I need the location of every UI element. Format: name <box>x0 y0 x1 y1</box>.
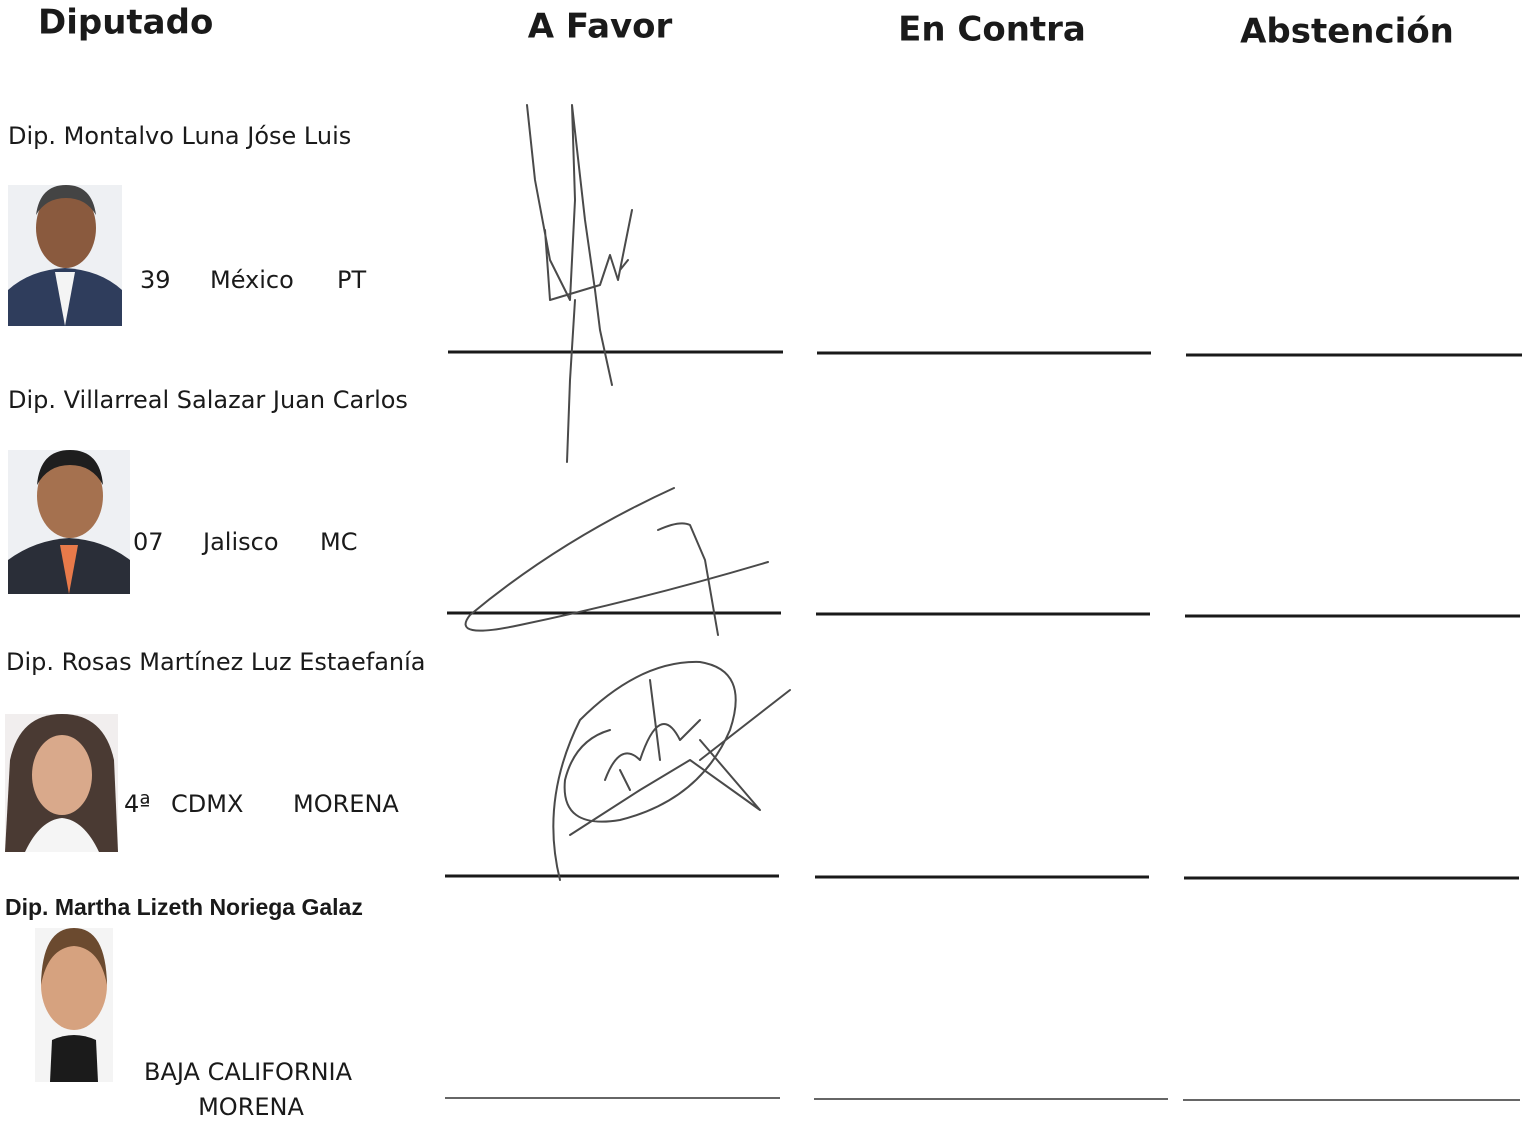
state: BAJA CALIFORNIA <box>144 1058 353 1086</box>
district: 4ª <box>124 790 151 818</box>
state: Jalisco <box>201 528 279 556</box>
column-header: A Favor <box>528 7 673 47</box>
state: CDMX <box>171 790 243 818</box>
state: México <box>210 266 294 294</box>
party: MORENA <box>293 790 399 818</box>
signature <box>464 487 769 636</box>
deputy-name: Dip. Martha Lizeth Noriega Galaz <box>5 894 363 920</box>
district: 07 <box>133 528 164 556</box>
party: MC <box>320 528 357 556</box>
deputy-photo <box>5 714 118 852</box>
party: MORENA <box>198 1093 304 1121</box>
column-header: Abstención <box>1240 12 1454 52</box>
deputy-photo <box>8 185 122 326</box>
column-header: Diputado <box>38 3 213 43</box>
party: PT <box>337 266 366 294</box>
vote-lines <box>445 350 1522 1101</box>
district: 39 <box>140 266 171 294</box>
deputy-photo <box>8 450 130 594</box>
deputy-name: Dip. Rosas Martínez Luz Estaefanía <box>6 648 426 676</box>
deputy-photo <box>35 928 113 1082</box>
signature <box>526 104 633 463</box>
deputy-name: Dip. Montalvo Luna Jóse Luis <box>8 122 351 150</box>
signature <box>552 660 791 881</box>
column-header: En Contra <box>898 10 1086 50</box>
deputy-name: Dip. Villarreal Salazar Juan Carlos <box>8 386 408 414</box>
